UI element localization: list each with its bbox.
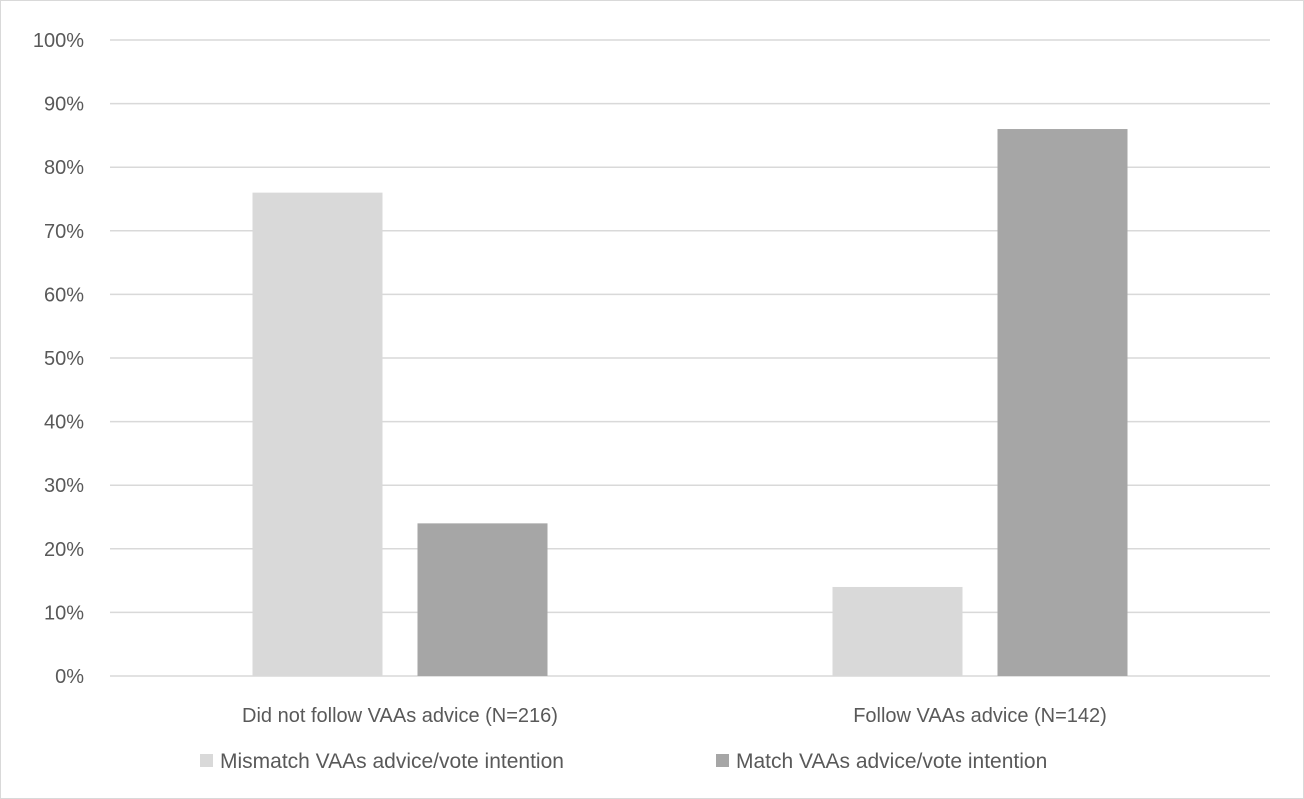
y-tick-label: 90% <box>44 94 84 116</box>
y-tick-label: 50% <box>44 348 84 370</box>
y-tick-label: 60% <box>44 284 84 306</box>
y-axis-tick-labels: 0% 10% 20% 30% 40% 50% 60% 70% 80% 90% 100% <box>33 30 84 688</box>
y-tick-label: 40% <box>44 412 84 434</box>
bars <box>252 129 1128 677</box>
y-tick-label: 70% <box>44 221 84 243</box>
legend-item-match: Match VAAs advice/vote intention <box>716 750 1047 773</box>
y-tick-label: 0% <box>55 666 84 688</box>
y-tick-label: 80% <box>44 157 84 179</box>
y-tick-label: 10% <box>44 602 84 624</box>
bar-match-2 <box>997 129 1128 677</box>
x-category-label: Did not follow VAAs advice (N=216) <box>242 705 558 727</box>
bar-match-1 <box>417 523 548 676</box>
y-tick-label: 100% <box>33 30 84 52</box>
x-category-label: Follow VAAs advice (N=142) <box>853 705 1107 727</box>
legend-swatch <box>200 754 213 767</box>
legend-label: Match VAAs advice/vote intention <box>736 750 1047 773</box>
legend-swatch <box>716 754 729 767</box>
bar-mismatch-2 <box>832 586 963 676</box>
x-axis-category-labels: Did not follow VAAs advice (N=216) Follow… <box>242 705 1107 727</box>
y-tick-label: 20% <box>44 539 84 561</box>
legend-label: Mismatch VAAs advice/vote intention <box>220 750 564 773</box>
y-tick-label: 30% <box>44 475 84 497</box>
legend-item-mismatch: Mismatch VAAs advice/vote intention <box>200 750 564 773</box>
bar-mismatch-1 <box>252 192 383 676</box>
legend: Mismatch VAAs advice/vote intention Match… <box>200 750 1047 773</box>
